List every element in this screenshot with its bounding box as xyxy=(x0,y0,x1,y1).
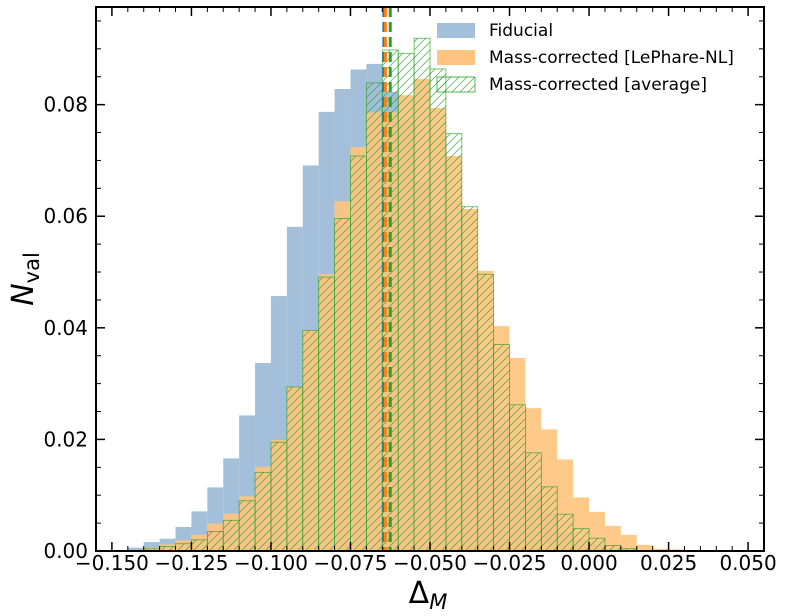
legend: Fiducial Mass-corrected [LePhare-NL] Mass-… xyxy=(436,21,734,95)
x-tick-label: −0.150 xyxy=(75,551,149,575)
series-3-bars xyxy=(127,37,669,551)
legend-swatch xyxy=(436,76,476,93)
histogram-bar xyxy=(604,525,621,551)
x-tick-label: −0.025 xyxy=(473,551,547,575)
histogram-bar xyxy=(365,82,383,551)
x-tick-label: −0.075 xyxy=(313,551,387,575)
histogram-bar xyxy=(334,218,351,551)
histogram-bar xyxy=(525,452,542,551)
x-tick-label: 0.000 xyxy=(560,551,617,575)
histogram-bar xyxy=(222,519,240,551)
y-axis: 0.00 0.02 0.04 0.06 0.08 xyxy=(43,20,764,563)
plot-area xyxy=(127,37,717,551)
y-tick-label: 0.08 xyxy=(43,93,88,117)
histogram-bar xyxy=(254,471,272,551)
histogram-bar xyxy=(620,534,637,551)
y-tick-label: 0.06 xyxy=(43,204,88,228)
x-tick-label: 0.050 xyxy=(719,551,776,575)
y-axis-label-sub: val xyxy=(20,252,44,283)
histogram-bar xyxy=(350,155,367,551)
histogram-bar xyxy=(652,548,669,551)
histogram-bar xyxy=(127,547,144,551)
legend-label: Mass-corrected [LePhare-NL] xyxy=(489,48,734,68)
y-tick-label: 0.02 xyxy=(43,427,88,451)
histogram-bar xyxy=(493,344,510,551)
histogram-bar xyxy=(477,273,495,551)
x-tick-label: −0.050 xyxy=(393,551,467,575)
histogram-bar xyxy=(572,528,590,551)
y-tick-label: 0.04 xyxy=(43,316,88,340)
histogram-bar xyxy=(302,330,320,551)
histogram-bar xyxy=(206,531,224,551)
x-axis-label-main: Δ xyxy=(409,576,430,611)
legend-swatch xyxy=(437,50,475,65)
x-tick-label: −0.125 xyxy=(154,551,228,575)
histogram-bar xyxy=(413,37,431,551)
histogram-bar xyxy=(540,486,558,551)
histogram-bar xyxy=(556,513,574,551)
y-axis-label: Nval xyxy=(6,252,44,306)
histogram-bar xyxy=(429,68,447,551)
histogram-bar xyxy=(175,543,192,551)
histogram-bar xyxy=(636,544,653,551)
histogram-bar xyxy=(318,276,335,551)
histogram-bar xyxy=(509,404,526,551)
x-tick-label: 0.025 xyxy=(640,551,697,575)
histogram-bar xyxy=(461,206,479,551)
legend-label: Fiducial xyxy=(489,21,553,41)
y-tick-label: 0.00 xyxy=(43,539,88,563)
histogram-bar xyxy=(270,441,288,551)
x-axis-label-sub: M xyxy=(429,590,447,614)
legend-swatch xyxy=(437,23,475,38)
histogram-bar xyxy=(238,500,256,551)
x-tick-label: −0.100 xyxy=(234,551,308,575)
histogram-bar xyxy=(143,542,160,551)
histogram-bar xyxy=(286,386,304,551)
histogram-bar xyxy=(191,539,208,551)
mean-lines xyxy=(382,7,392,551)
histogram-bar xyxy=(397,52,415,551)
histogram-bar xyxy=(445,133,463,551)
x-axis: −0.150 −0.125 −0.100 −0.075 −0.050 −0.025 0.00… xyxy=(75,7,777,575)
y-axis-label-main: N xyxy=(6,283,41,305)
legend-label: Mass-corrected [average] xyxy=(489,75,707,95)
histogram-bar xyxy=(588,537,606,551)
x-axis-label: ΔM xyxy=(409,576,448,614)
